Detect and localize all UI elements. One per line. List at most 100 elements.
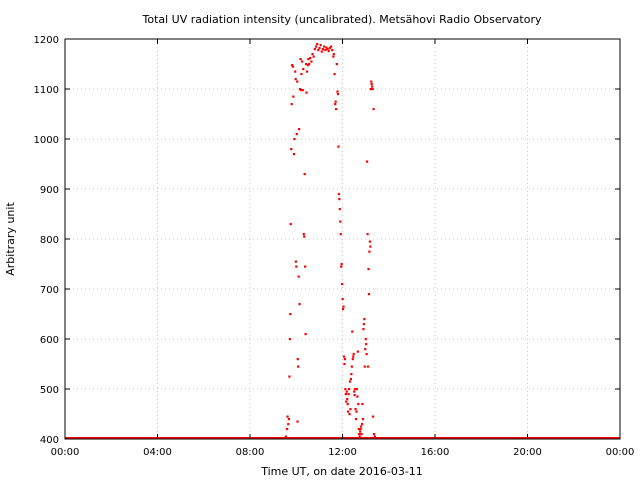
data-point [346,403,349,406]
data-point [286,428,289,431]
x-tick-label: 16:00 [421,447,450,458]
data-point [349,378,353,381]
data-point [360,423,364,426]
data-point [289,313,292,316]
data-point [299,89,303,92]
data-point [340,263,343,266]
data-point [290,103,293,106]
data-point [303,173,306,176]
data-point [333,73,336,76]
data-point [326,48,329,51]
x-tick-label: 00:00 [606,447,635,458]
data-point [357,403,360,406]
data-point [293,138,296,141]
data-point [354,408,357,411]
data-point [339,233,342,236]
data-point [372,108,375,111]
data-point [367,268,370,271]
x-tick-label: 04:00 [143,447,172,458]
data-point [344,393,347,396]
data-point [320,50,323,53]
data-point [362,328,365,331]
data-point [314,45,318,48]
data-point [363,365,366,368]
data-point [368,240,371,243]
data-point [329,45,333,48]
data-point [321,48,325,51]
data-point [307,63,311,66]
data-point [359,428,362,431]
data-point [291,65,294,68]
data-point [331,49,334,52]
data-point [359,430,362,433]
data-point [287,418,291,421]
data-point [351,358,354,361]
data-point [288,338,291,341]
y-tick-label: 700 [40,285,59,296]
data-point [304,63,308,66]
data-point [345,400,348,403]
data-point [307,58,310,61]
data-point [295,133,298,136]
data-point [343,363,346,366]
data-point [368,250,371,253]
data-point [292,95,295,98]
x-tick-label: 20:00 [513,447,542,458]
data-point [342,305,345,308]
data-point [366,160,369,163]
y-tick-label: 1200 [34,35,59,46]
data-point [325,46,328,49]
data-point [365,353,368,356]
y-tick-label: 1000 [34,135,59,146]
data-point [362,323,365,326]
data-point [367,293,371,296]
data-point [297,365,300,368]
data-point [345,390,348,393]
data-point [371,88,374,91]
data-point [336,90,339,93]
data-point [358,435,361,438]
data-point [332,53,335,56]
data-point [302,233,305,236]
data-point [355,388,359,391]
data-point [294,70,297,73]
data-point [310,60,313,63]
data-point [375,437,378,440]
data-point [337,145,340,148]
data-point [297,275,300,278]
data-point [351,330,354,333]
data-point [287,423,290,426]
y-tick-label: 900 [40,185,59,196]
data-point [370,83,373,86]
x-axis-label: Time UT, on date 2016-03-11 [260,465,423,478]
data-point [341,298,344,301]
y-tick-label: 600 [40,335,59,346]
data-point [357,428,360,431]
y-tick-label: 500 [40,385,59,396]
y-axis-label: Arbitrary unit [4,202,17,276]
data-point [339,220,342,223]
data-point [338,208,341,211]
data-point [316,43,319,46]
data-point [342,355,346,358]
data-point [294,260,297,263]
data-point [324,49,327,52]
data-point [344,388,347,391]
data-point [348,413,351,416]
data-point [358,433,361,436]
data-point [341,283,344,286]
data-point [292,153,296,156]
data-point [296,358,299,361]
data-point [298,128,301,131]
y-tick-label: 1100 [34,85,59,96]
chart-title: Total UV radiation intensity (uncalibrat… [142,13,542,26]
data-point [356,350,359,353]
data-point [305,91,308,94]
data-point [300,73,303,76]
data-point [336,93,340,96]
data-point [309,57,312,60]
data-point [303,235,306,238]
data-point [340,265,343,268]
data-point [347,388,351,391]
